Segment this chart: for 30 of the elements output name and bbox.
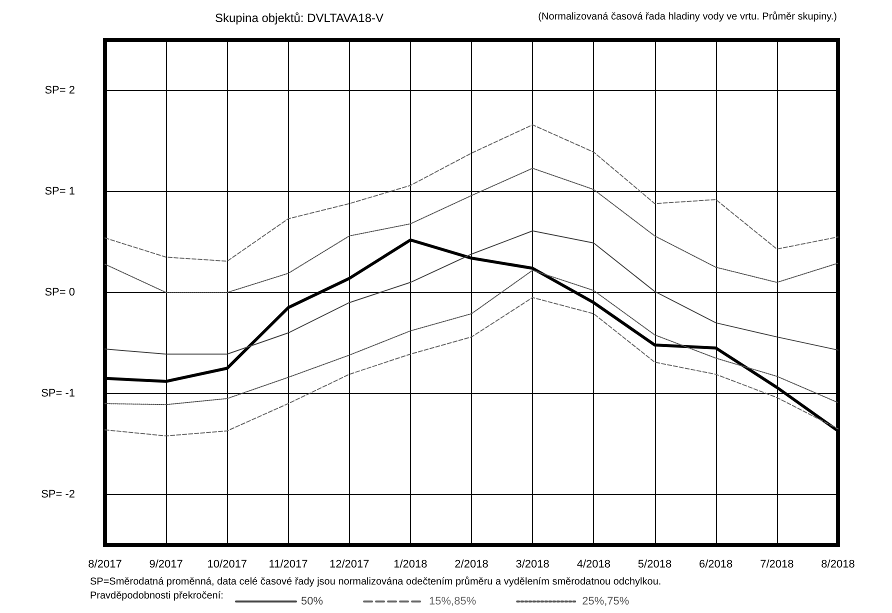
x-tick-label: 10/2017 <box>207 558 248 570</box>
x-tick-label: 8/2017 <box>88 558 122 570</box>
text: 15%,85% <box>429 596 476 608</box>
x-tick-label: 11/2017 <box>268 558 308 570</box>
line-series <box>104 297 838 436</box>
line-series <box>104 230 838 355</box>
x-tick-label: 2/2018 <box>454 558 488 570</box>
line-series <box>104 168 838 293</box>
y-tick-label: SP= 2 <box>44 84 75 96</box>
x-tick-label: 5/2018 <box>638 558 672 570</box>
x-tick-label: 6/2018 <box>699 558 733 570</box>
y-tick-label: SP= 0 <box>44 286 75 298</box>
x-tick-label: 7/2018 <box>760 558 794 570</box>
line-series <box>104 270 838 406</box>
text: 25%,75% <box>582 596 630 608</box>
x-tick-label: 4/2018 <box>576 558 610 570</box>
chart-subtitle: (Normalizovaná časová řada hladiny vody ve vrtu. Průměr skupiny.) <box>538 10 837 22</box>
x-tick-label: 9/2017 <box>149 558 183 570</box>
x-tick-label: 1/2018 <box>394 558 428 570</box>
line-series <box>104 124 838 262</box>
legend-title: Pravděpodobnosti překročení: <box>90 590 224 602</box>
y-tick-label: SP= 1 <box>44 186 75 198</box>
y-tick-label: SP= -1 <box>41 388 75 400</box>
chart-title: Skupina objektů: DVLTAVA18-V <box>215 11 384 25</box>
text: SP=Směrodatná proměnná, data celé časové řady jsou normalizována odečtením průměru a vydělením směrodatnou odchylkou. <box>90 576 662 588</box>
text: 50% <box>301 596 324 608</box>
x-tick-label: 8/2018 <box>821 558 855 570</box>
x-tick-label: 12/2017 <box>329 558 370 570</box>
y-tick-label: SP= -2 <box>41 488 75 500</box>
x-tick-label: 3/2018 <box>516 558 550 570</box>
